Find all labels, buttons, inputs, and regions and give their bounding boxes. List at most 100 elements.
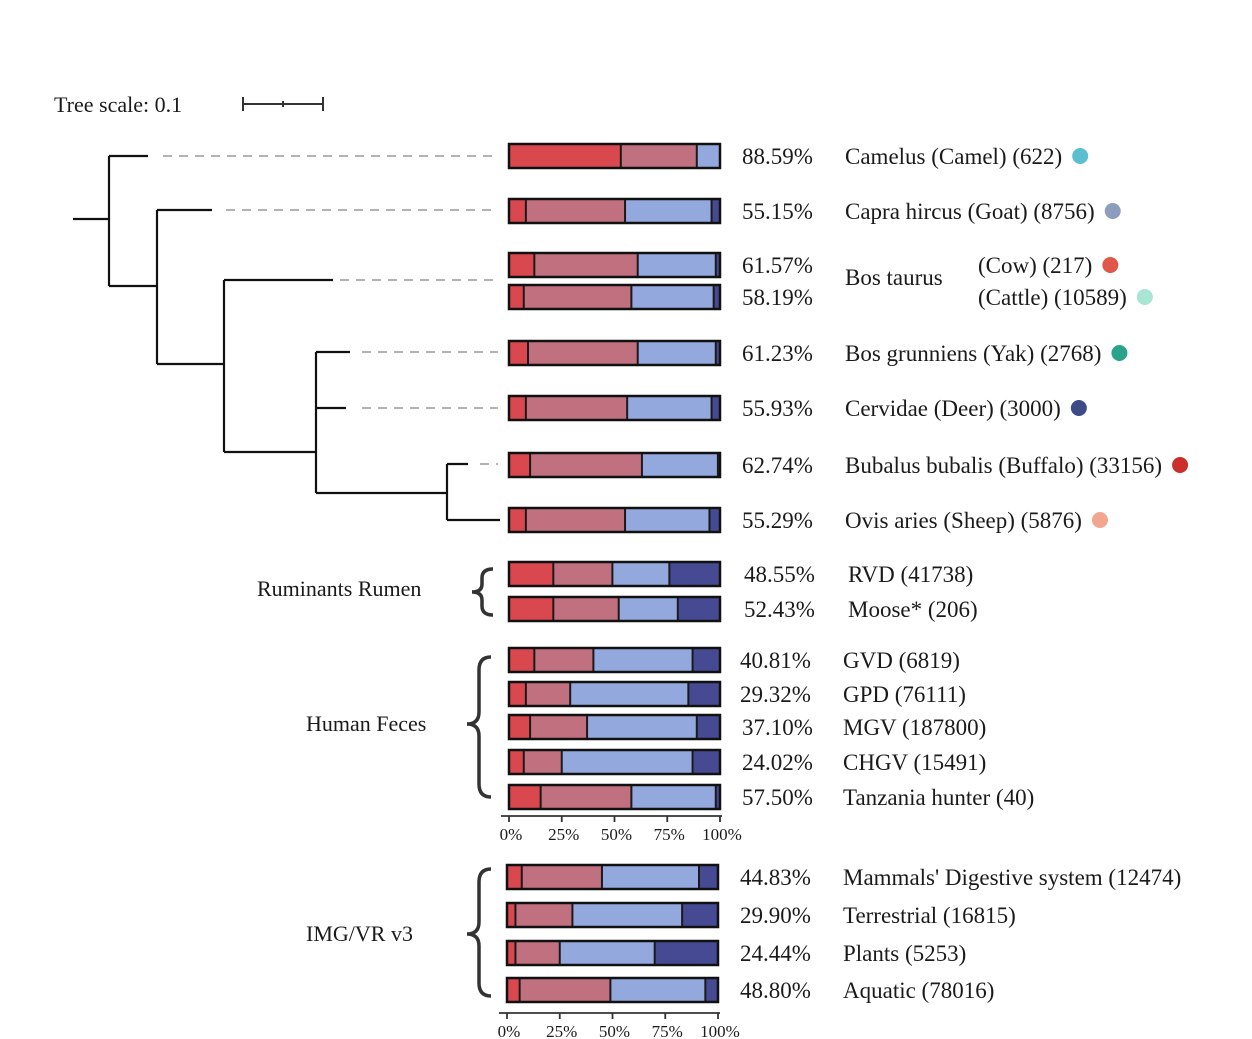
row-label: Tanzania hunter (40) — [843, 785, 1034, 810]
bar-segment-1 — [509, 682, 526, 706]
bar-outline — [507, 713, 722, 741]
bar-outline — [507, 197, 722, 225]
bar-segment-4 — [705, 978, 718, 1002]
bar-segment-2 — [530, 453, 642, 477]
row-label: Cervidae (Deer) (3000) — [845, 396, 1061, 421]
stacked-bar-row — [507, 197, 722, 225]
percent-label: 61.57% — [742, 253, 813, 278]
bar-outline — [507, 251, 722, 279]
percent-label: 29.90% — [740, 903, 811, 928]
bar-segment-3 — [625, 508, 710, 532]
row-label: Bos grunniens (Yak) (2768) — [845, 341, 1101, 366]
group-label-ruminants-rumen: Ruminants Rumen — [257, 576, 421, 601]
brace-human-feces — [466, 655, 492, 799]
percent-label: 48.80% — [740, 978, 811, 1003]
bar-outline — [507, 394, 722, 422]
bar-outline — [507, 451, 722, 479]
row-label: Capra hircus (Goat) (8756) — [845, 199, 1095, 224]
percent-label: 55.29% — [742, 508, 813, 533]
stacked-bar-row — [507, 251, 722, 279]
percent-label: 61.23% — [742, 341, 813, 366]
stacked-bar-row — [507, 283, 722, 311]
bar-segment-1 — [509, 253, 535, 277]
bar-segment-2 — [519, 978, 611, 1002]
percent-label: 55.93% — [742, 396, 813, 421]
bar-segment-3 — [641, 453, 718, 477]
bar-segment-2 — [540, 785, 632, 809]
row-label: Camelus (Camel) (622) — [845, 144, 1062, 169]
row-label: GPD (76111) — [843, 682, 966, 707]
tree-scale-bar — [242, 97, 324, 111]
bar-segment-1 — [509, 508, 526, 532]
bar-segment-1 — [507, 978, 520, 1002]
bar-segment-2 — [553, 562, 613, 586]
bar-segment-3 — [637, 253, 716, 277]
row-label: MGV (187800) — [843, 715, 986, 740]
bar-segment-1 — [509, 750, 524, 774]
bar-segment-4 — [715, 253, 720, 277]
percent-label: 48.55% — [744, 562, 815, 587]
bar-segment-4 — [696, 715, 720, 739]
bar-outline — [505, 901, 720, 929]
bar-segment-4 — [692, 648, 720, 672]
bos-taurus-label: Bos taurus — [845, 265, 943, 290]
bar-segment-1 — [507, 865, 522, 889]
brace-ruminants-rumen — [471, 567, 494, 617]
bar-outline — [507, 506, 722, 534]
bar-segment-4 — [711, 199, 720, 223]
x-axis-1: 0% 25% 50% 75% 100% — [500, 815, 742, 844]
stacked-bar-row — [505, 939, 720, 967]
stacked-bar-row — [507, 680, 722, 708]
axis-tick-label: 50% — [599, 1022, 630, 1039]
phylogenetic-tree — [73, 154, 500, 522]
bar-segment-3 — [601, 865, 700, 889]
percent-label: 24.44% — [740, 941, 811, 966]
row-label: GVD (6819) — [843, 648, 960, 673]
bar-outline — [507, 783, 722, 811]
x-axis-2: 0% 25% 50% 75% 100% — [498, 1012, 740, 1039]
bar-outline — [507, 646, 722, 674]
tree-leader-lines — [163, 155, 498, 465]
group-label-human-feces: Human Feces — [306, 711, 426, 736]
bar-segment-3 — [618, 597, 678, 621]
bar-segment-3 — [593, 648, 693, 672]
stacked-bar-row — [507, 451, 722, 479]
axis-tick-label: 0% — [498, 1022, 521, 1039]
color-dot — [1111, 345, 1128, 361]
axis-tick-label: 25% — [548, 825, 579, 844]
tree-scale-label: Tree scale: 0.1 — [54, 92, 182, 117]
bar-segment-2 — [534, 253, 638, 277]
axis-tick-label: 25% — [546, 1022, 577, 1039]
bar-segment-1 — [509, 199, 526, 223]
bar-segment-3 — [572, 903, 683, 927]
bar-segment-3 — [610, 978, 706, 1002]
row-label: Plants (5253) — [843, 941, 966, 966]
bar-segment-1 — [509, 396, 526, 420]
bar-segment-3 — [627, 396, 712, 420]
percent-label: 88.59% — [742, 144, 813, 169]
axis-tick-label: 0% — [500, 825, 523, 844]
color-dot — [1102, 257, 1119, 273]
bar-outline — [505, 863, 720, 891]
bar-outline — [507, 339, 722, 367]
bar-segment-1 — [509, 453, 531, 477]
percent-label: 37.10% — [742, 715, 813, 740]
stacked-bar-row — [505, 863, 720, 891]
bar-segment-2 — [527, 341, 638, 365]
row-label: CHGV (15491) — [843, 750, 986, 775]
axis-tick-label: 75% — [654, 825, 685, 844]
stacked-bar-row — [507, 142, 722, 170]
axis-tick-label: 50% — [601, 825, 632, 844]
bar-segment-4 — [711, 396, 720, 420]
stacked-bar-row — [507, 595, 722, 623]
bar-segment-1 — [509, 715, 531, 739]
bar-segment-4 — [692, 750, 720, 774]
stacked-bar-row — [507, 506, 722, 534]
bar-segment-1 — [507, 903, 516, 927]
bar-segment-1 — [509, 285, 524, 309]
percent-labels: 88.59% 55.15% 61.57% 58.19% 61.23% 55.93% 62.7… — [740, 144, 815, 1003]
percent-label: 40.81% — [740, 648, 811, 673]
axis-tick-label: 75% — [652, 1022, 683, 1039]
bar-segment-1 — [509, 597, 554, 621]
